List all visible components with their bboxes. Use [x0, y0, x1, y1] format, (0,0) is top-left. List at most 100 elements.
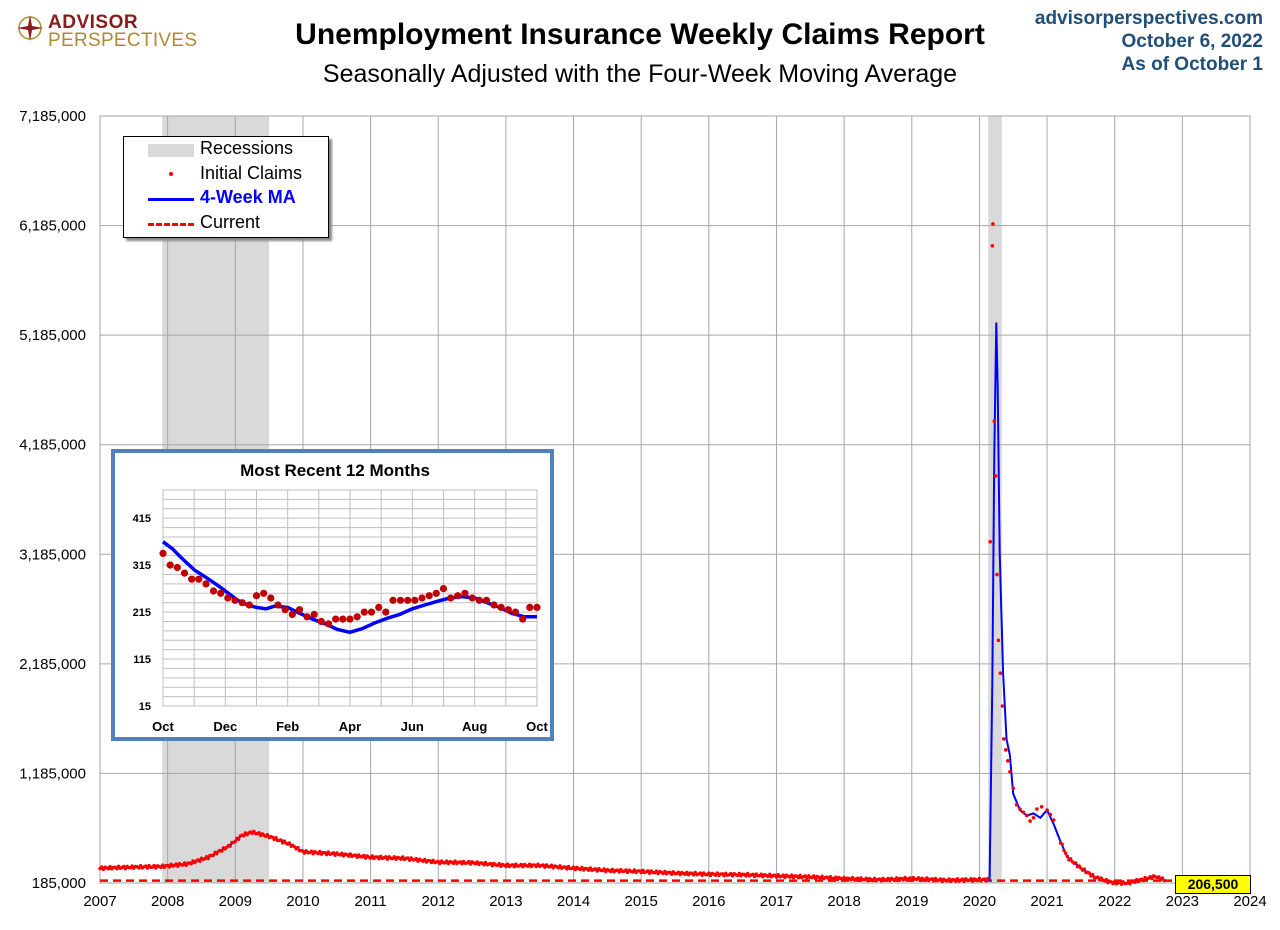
inset-claims-dot	[439, 585, 448, 593]
claims-dot	[759, 872, 763, 876]
claims-dot	[685, 870, 689, 874]
claims-dot	[707, 871, 711, 875]
claims-dot	[925, 876, 929, 880]
claims-dot	[467, 859, 471, 864]
claims-dot	[617, 870, 621, 874]
x-tick-label: 2024	[1233, 893, 1266, 910]
claims-dot	[602, 867, 606, 871]
claims-dot	[1004, 748, 1008, 752]
claims-dot	[1133, 880, 1137, 884]
inset-claims-dot	[202, 580, 210, 588]
claims-dot	[1162, 878, 1167, 883]
claims-dot	[279, 838, 283, 842]
claims-dot	[206, 856, 210, 861]
claims-dot	[1150, 876, 1154, 881]
claims-dot	[257, 831, 261, 835]
claims-dot	[534, 864, 538, 869]
inset-claims-dot	[281, 606, 289, 614]
claims-dot	[1104, 877, 1109, 882]
claims-dot	[894, 876, 899, 880]
logo-line1: ADVISOR	[48, 12, 139, 33]
claims-dot	[744, 874, 748, 878]
claims-dot	[624, 868, 628, 872]
inset-claims-dot	[425, 592, 433, 600]
inset-claims-dot	[159, 549, 167, 558]
report-date: October 6, 2022	[1121, 31, 1263, 52]
inset-x-tick-label: Feb	[276, 719, 299, 734]
inset-x-tick-label: Oct	[526, 719, 548, 734]
claims-dot	[362, 853, 366, 858]
inset-claims-dot	[511, 608, 520, 616]
inset-claims-dot	[411, 596, 419, 604]
inset-claims-dot	[396, 596, 405, 604]
x-tick-label: 2011	[354, 893, 386, 910]
claims-dot	[996, 638, 1001, 643]
claims-dot	[1064, 851, 1068, 855]
claims-dot	[857, 878, 861, 883]
inset-x-tick-label: Apr	[339, 719, 361, 734]
x-tick-label: 2021	[1030, 893, 1063, 910]
legend-item-current: Current	[124, 212, 328, 236]
claims-dot	[993, 474, 998, 478]
inset-claims-dot	[432, 589, 440, 597]
inset-claims-dot	[288, 610, 296, 619]
inset-claims-dot	[166, 561, 174, 569]
inset-claims-dot	[482, 596, 491, 604]
legend-swatch-recessions	[148, 144, 194, 157]
claims-dot	[1039, 805, 1044, 809]
claims-dot	[986, 876, 990, 881]
claims-dot	[274, 836, 278, 840]
claims-dot	[1018, 807, 1022, 811]
x-tick-label: 2008	[151, 893, 184, 910]
inset-claims-dot	[231, 596, 239, 604]
claims-dot	[1065, 854, 1070, 859]
claims-dot	[198, 859, 202, 863]
claims-dot	[370, 854, 374, 858]
inset-claims-dot	[310, 610, 318, 619]
claims-dot	[331, 851, 336, 855]
claims-dot	[145, 866, 150, 870]
legend-label-recessions: Recessions	[200, 138, 294, 158]
claims-dot	[691, 873, 696, 877]
inset-claims-dot	[375, 603, 383, 612]
claims-dot	[152, 863, 156, 868]
inset-x-tick-label: Oct	[152, 719, 174, 734]
inset-claims-dot	[173, 563, 181, 572]
legend-item-initial-claims: Initial Claims	[124, 163, 328, 187]
inset-claims-dot	[353, 613, 361, 621]
claims-dot	[1025, 813, 1029, 818]
claims-dot	[977, 876, 982, 881]
inset-y-tick-label: 315	[133, 560, 151, 572]
claims-dot	[984, 879, 988, 883]
logo-line2: PERSPECTIVES	[48, 30, 198, 51]
y-tick-label: 185,000	[32, 875, 86, 892]
inset-claims-dot	[382, 608, 390, 616]
claims-dot	[1011, 786, 1015, 790]
claims-dot	[237, 837, 241, 841]
claims-dot	[995, 572, 999, 577]
claims-dot	[1074, 861, 1078, 865]
y-tick-label: 6,185,000	[19, 218, 86, 235]
chart-subtitle: Seasonally Adjusted with the Four-Week M…	[322, 60, 958, 88]
claims-dot	[781, 873, 785, 877]
inset-claims-dot	[260, 589, 268, 597]
claims-dot	[1006, 759, 1010, 763]
claims-dot	[774, 875, 779, 879]
inset-claims-dot	[238, 599, 246, 607]
inset-claims-dot	[317, 617, 325, 626]
claims-dot	[115, 867, 119, 871]
claims-dot	[549, 863, 554, 867]
current-value-label: 206,500	[1175, 875, 1251, 894]
claims-dot	[233, 839, 237, 844]
claims-dot	[1160, 876, 1165, 880]
claims-dot	[324, 852, 329, 857]
inset-claims-dot	[267, 594, 275, 602]
inset-x-tick-label: Aug	[462, 719, 487, 734]
inset-claims-dot	[475, 596, 483, 604]
claims-dot	[287, 841, 292, 845]
claims-dot	[401, 855, 405, 859]
claims-dot	[812, 874, 816, 878]
claims-dot	[768, 872, 772, 876]
claims-dot	[998, 671, 1003, 675]
